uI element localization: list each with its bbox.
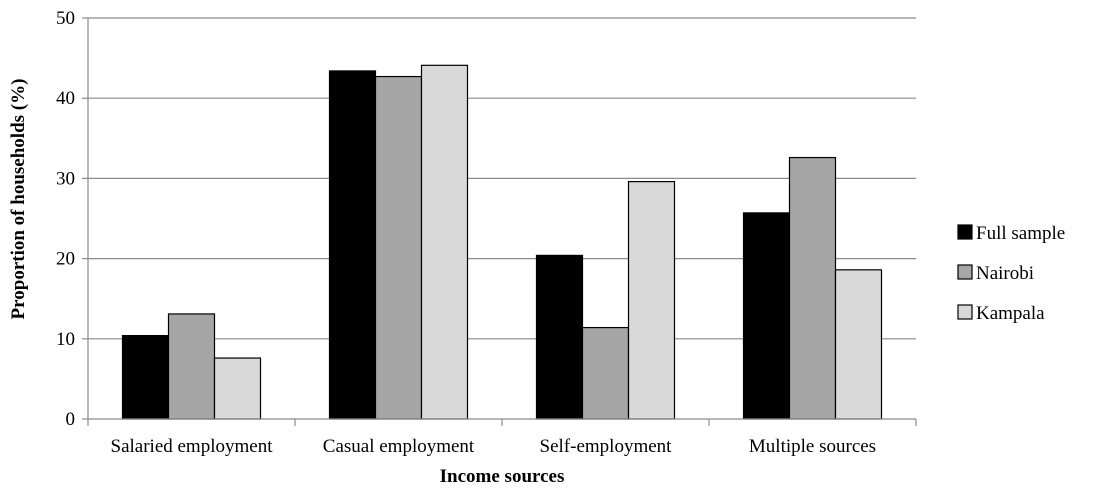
- bar-full-sample-2: [535, 254, 584, 420]
- y-tick-labels: 0 10 20 30 40 50: [56, 8, 75, 430]
- legend: Full sample Nairobi Kampala: [957, 223, 1065, 324]
- legend-label: Kampala: [976, 303, 1045, 324]
- y-tick-label: 10: [56, 329, 75, 350]
- bar-nairobi-1: [374, 75, 423, 420]
- legend-swatch: [957, 304, 973, 320]
- legend-swatch: [957, 224, 973, 240]
- y-axis-title: Proportion of households (%): [8, 79, 29, 320]
- y-tick-label: 50: [56, 8, 75, 29]
- bar-kampala-1: [420, 64, 469, 420]
- bar-full-sample-0: [121, 334, 170, 420]
- x-category-label: Self-employment: [540, 436, 673, 457]
- x-category-label: Casual employment: [323, 436, 475, 457]
- x-category-label: Multiple sources: [749, 436, 876, 457]
- y-tick-label: 40: [56, 88, 75, 109]
- bar-kampala-0: [213, 357, 262, 420]
- y-tick-label: 20: [56, 249, 75, 270]
- y-tick-label: 0: [66, 409, 76, 430]
- legend-label: Nairobi: [976, 263, 1034, 284]
- bar-nairobi-2: [581, 326, 630, 420]
- legend-label: Full sample: [976, 223, 1065, 244]
- bar-full-sample-3: [742, 212, 791, 420]
- bar-nairobi-3: [788, 156, 837, 420]
- bar-kampala-3: [834, 269, 883, 420]
- bar-kampala-2: [627, 181, 676, 420]
- bar-full-sample-1: [328, 70, 377, 420]
- x-axis-title: Income sources: [440, 466, 565, 487]
- x-category-label: Salaried employment: [111, 436, 274, 457]
- axes: [82, 17, 917, 426]
- bar-nairobi-0: [167, 313, 216, 420]
- x-category-labels: Salaried employment Casual employment Self…: [111, 436, 877, 457]
- bars: [121, 64, 883, 420]
- legend-swatch: [957, 264, 973, 280]
- y-tick-label: 30: [56, 168, 75, 189]
